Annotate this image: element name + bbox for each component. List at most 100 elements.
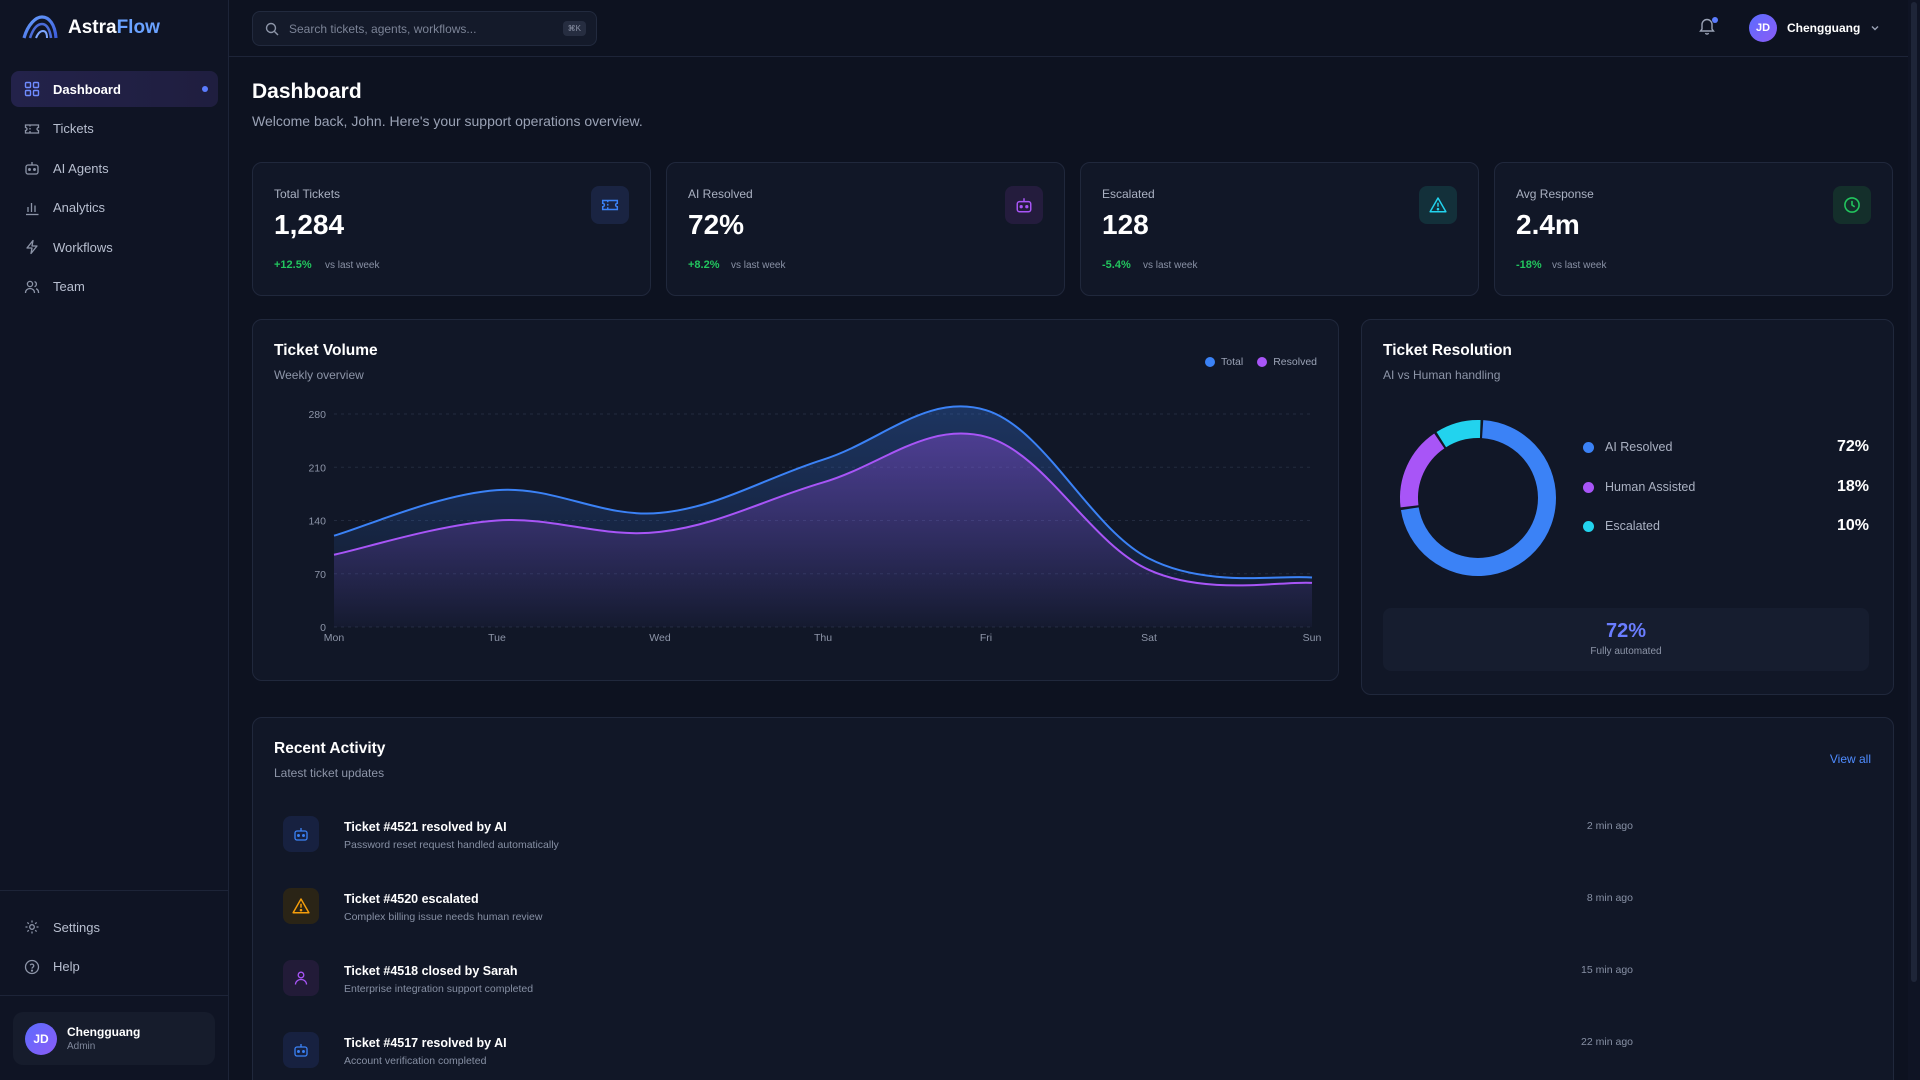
- scrollbar-thumb[interactable]: [1911, 2, 1917, 982]
- search-bar[interactable]: ⌘K: [252, 11, 597, 46]
- activity-time: 2 min ago: [1586, 820, 1633, 832]
- brand-name: AstraFlow: [68, 17, 160, 38]
- y-tick-label: 70: [314, 569, 326, 581]
- x-tick-label: Tue: [488, 632, 506, 644]
- resolution-label: Human Assisted: [1605, 480, 1696, 494]
- avatar: JD: [1749, 14, 1777, 42]
- bell-icon: [1699, 18, 1715, 35]
- resolution-label: Escalated: [1605, 519, 1660, 533]
- series-line-total[interactable]: [333, 405, 1313, 580]
- sidebar-item-tickets[interactable]: Tickets: [11, 111, 218, 147]
- activity-description: Enterprise integration support completed: [344, 983, 534, 995]
- card-subtitle: Latest ticket updates: [274, 766, 385, 780]
- resolution-percent: 10%: [1836, 517, 1869, 534]
- stat-change: -18%: [1516, 259, 1542, 271]
- series-line-resolved[interactable]: [333, 432, 1313, 587]
- user-name: Chengguang: [1787, 21, 1861, 35]
- sidebar-item-analytics[interactable]: Analytics: [11, 190, 218, 226]
- stat-card-total-tickets[interactable]: Total Tickets 1,284 +12.5% vs last week: [252, 162, 651, 296]
- sidebar-item-label: Analytics: [53, 200, 106, 215]
- search-input[interactable]: [289, 21, 559, 36]
- stat-compare-label: vs last week: [1143, 260, 1198, 271]
- sidebar-item-label: Workflows: [53, 239, 113, 255]
- automation-percent: 72%: [1605, 620, 1647, 642]
- sidebar-item-ai-agents[interactable]: AI Agents: [11, 150, 218, 186]
- stat-card-avg-response[interactable]: Avg Response 2.4m -18% vs last week: [1494, 162, 1893, 296]
- donut-slice-escalated[interactable]: [1436, 420, 1481, 448]
- stat-card-ai-resolved[interactable]: AI Resolved 72% +8.2% vs last week: [666, 162, 1065, 296]
- sidebar-item-dashboard[interactable]: Dashboard: [11, 71, 218, 107]
- divider: [0, 995, 229, 996]
- resolution-percent: 18%: [1836, 478, 1869, 495]
- series-area-resolved: [334, 433, 1312, 627]
- search-icon: [265, 22, 279, 35]
- y-tick-label: 210: [308, 462, 326, 474]
- user-role: Admin: [67, 1041, 96, 1052]
- sidebar-item-workflows[interactable]: Workflows: [11, 229, 218, 265]
- sidebar-user-card[interactable]: JD Chengguang Admin: [13, 1012, 215, 1065]
- stat-card-escalated[interactable]: Escalated 128 -5.4% vs last week: [1080, 162, 1479, 296]
- x-tick-label: Sun: [1303, 632, 1322, 644]
- donut-slice-human-assisted[interactable]: [1400, 433, 1445, 508]
- x-tick-label: Fri: [980, 632, 992, 644]
- sidebar-item-help[interactable]: Help: [11, 949, 218, 985]
- card-subtitle: AI vs Human handling: [1383, 368, 1501, 382]
- page-subtitle: Welcome back, John. Here's your support …: [252, 113, 643, 129]
- bot-icon: [283, 1032, 319, 1068]
- activity-time: 15 min ago: [1581, 964, 1633, 976]
- stat-compare-label: vs last week: [1552, 260, 1607, 271]
- stat-compare-label: vs last week: [731, 260, 786, 271]
- activity-title: Ticket #4521 resolved by AI: [344, 820, 507, 834]
- legend-swatch: [1205, 357, 1216, 367]
- ticket-volume-chart: 0 70 140 210 280 Mon Tue Wed Thu Fri Sat Sun: [308, 405, 1322, 644]
- activity-time: 22 min ago: [1581, 1036, 1633, 1048]
- activity-title: Ticket #4518 closed by Sarah: [344, 964, 518, 978]
- stat-change: +8.2%: [688, 259, 720, 271]
- activity-item[interactable]: Ticket #4521 resolved by AI Password res…: [283, 810, 1633, 860]
- brand[interactable]: AstraFlow: [22, 12, 160, 44]
- stat-label: Avg Response: [1516, 187, 1594, 201]
- page-scrollbar[interactable]: [1908, 0, 1920, 1080]
- resolution-percent: 72%: [1836, 438, 1869, 455]
- stat-change: +12.5%: [274, 259, 312, 271]
- view-all-link[interactable]: View all: [1829, 752, 1871, 766]
- sidebar-item-team[interactable]: Team: [11, 269, 218, 305]
- stat-label: Total Tickets: [274, 187, 341, 201]
- bot-icon: [1005, 186, 1043, 224]
- sidebar-nav: Dashboard Tickets AI Agents Analytics: [11, 71, 218, 308]
- page-title: Dashboard: [252, 80, 362, 103]
- notifications-button[interactable]: [1699, 17, 1719, 37]
- x-tick-label: Sat: [1141, 632, 1157, 644]
- activity-item[interactable]: Ticket #4518 closed by Sarah Enterprise …: [283, 954, 1633, 1004]
- sidebar-item-settings[interactable]: Settings: [11, 909, 218, 945]
- legend-swatch: [1583, 481, 1594, 493]
- resolution-label: AI Resolved: [1605, 440, 1673, 454]
- stat-label: AI Resolved: [688, 187, 753, 201]
- stat-compare-label: vs last week: [325, 260, 380, 271]
- legend-swatch: [1583, 441, 1594, 453]
- ticket-icon: [591, 186, 629, 224]
- sidebar-item-label: AI Agents: [53, 160, 109, 176]
- zap-icon: [23, 238, 41, 256]
- chart-legend: Total Resolved: [1205, 356, 1317, 368]
- y-tick-label: 140: [308, 516, 326, 528]
- resolution-row-escalated: Escalated 10%: [1583, 516, 1869, 536]
- stat-change: -5.4%: [1102, 259, 1131, 271]
- x-tick-label: Wed: [649, 632, 671, 644]
- ticket-resolution-card: Ticket Resolution AI vs Human handling A…: [1361, 319, 1894, 695]
- y-tick-label: 280: [308, 409, 326, 421]
- activity-item[interactable]: Ticket #4517 resolved by AI Account veri…: [283, 1026, 1633, 1076]
- stat-value: 2.4m: [1516, 209, 1580, 240]
- legend-item-total[interactable]: Total: [1205, 356, 1243, 368]
- bar-chart-icon: [23, 199, 41, 217]
- avatar: JD: [25, 1022, 57, 1055]
- stat-value: 128: [1102, 209, 1149, 240]
- grid-icon: [23, 80, 41, 98]
- activity-item[interactable]: Ticket #4520 escalated Complex billing i…: [283, 882, 1633, 932]
- user-menu[interactable]: JD Chengguang: [1749, 13, 1880, 43]
- donut-slice-ai-resolved[interactable]: [1400, 420, 1556, 576]
- stat-label: Escalated: [1102, 187, 1155, 201]
- legend-label: Resolved: [1273, 356, 1317, 368]
- legend-item-resolved[interactable]: Resolved: [1257, 356, 1317, 368]
- recent-activity-card: Recent Activity Latest ticket updates Vi…: [252, 717, 1894, 1080]
